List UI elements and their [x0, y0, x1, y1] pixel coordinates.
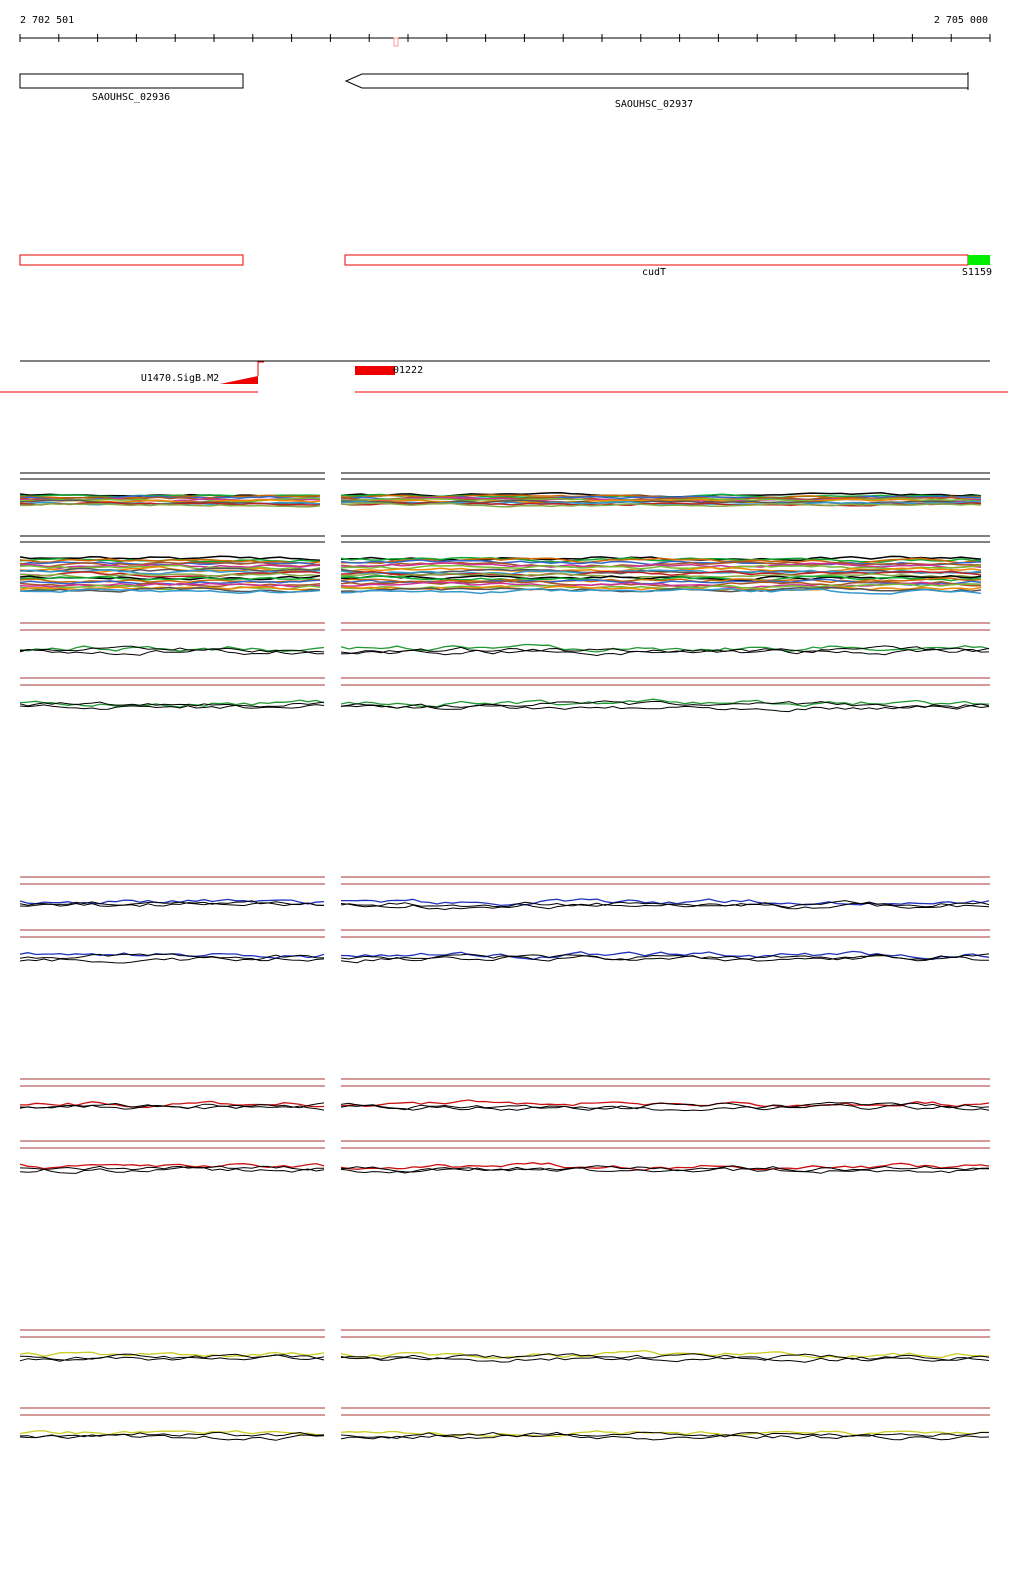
expression-traces: [19, 472, 990, 1441]
trace: [19, 901, 325, 907]
regulator-box: [355, 366, 395, 375]
trace: [19, 579, 321, 586]
trace: [340, 955, 989, 964]
trace: [19, 1433, 325, 1441]
trace: [19, 572, 321, 579]
trace: [19, 575, 321, 581]
trace: [19, 898, 325, 905]
trace: [19, 1351, 325, 1358]
trace: [340, 1101, 990, 1111]
trace: [19, 704, 325, 710]
trace: [19, 955, 325, 964]
motif: [257, 361, 264, 376]
trace: [340, 645, 990, 655]
trace: [340, 568, 982, 575]
trace: [340, 586, 982, 593]
feature-box: [968, 255, 990, 265]
trace: [19, 900, 325, 907]
trace: [19, 1100, 325, 1109]
gene-label: SAOUHSC_02937: [615, 99, 693, 110]
trace: [340, 698, 990, 708]
ruler-end: 2 705 000: [934, 15, 988, 26]
trace: [19, 1431, 325, 1439]
trace: [340, 700, 990, 709]
trace: [19, 558, 321, 565]
trace: [19, 1104, 325, 1111]
trace: [340, 564, 982, 571]
trace: [340, 953, 990, 961]
trace: [19, 569, 321, 575]
feature-label: cudT: [642, 267, 666, 278]
trace: [19, 555, 321, 562]
trace: [19, 1165, 324, 1171]
trace: [340, 575, 982, 583]
trace: [340, 502, 982, 508]
trace: [20, 502, 321, 508]
regulator-label: 01222: [393, 365, 423, 376]
trace: [340, 587, 982, 595]
feature-box: [19, 254, 244, 266]
trace: [19, 1166, 325, 1174]
trace: [19, 561, 321, 568]
trace: [19, 564, 321, 571]
trace: [340, 577, 982, 584]
trace: [340, 1103, 990, 1112]
trace: [340, 1165, 989, 1173]
trace: [340, 900, 990, 909]
trace: [340, 1431, 990, 1439]
motif: [220, 376, 258, 384]
trace: [340, 1353, 990, 1361]
trace: [340, 1166, 990, 1174]
trace: [19, 648, 325, 656]
ruler-cursor: [393, 37, 399, 47]
trace: [340, 1433, 990, 1441]
trace: [340, 583, 982, 590]
gene-arrow: [344, 73, 969, 89]
gene-box: [19, 73, 244, 89]
trace: [340, 562, 982, 569]
trace: [340, 647, 990, 657]
trace: [340, 1349, 990, 1359]
trace: [19, 645, 325, 653]
trace: [19, 588, 321, 594]
trace: [19, 1354, 325, 1362]
trace: [19, 1162, 325, 1170]
trace: [19, 953, 325, 962]
regulator-label: U1470.SigB.M2: [141, 373, 219, 384]
trace: [19, 1430, 325, 1436]
feature-box: [344, 254, 969, 266]
trace: [19, 570, 321, 578]
trace: [340, 1355, 990, 1363]
trace: [340, 703, 990, 713]
feature-label: S1159: [962, 267, 992, 278]
trace: [340, 902, 990, 911]
ruler-start: 2 702 501: [20, 15, 74, 26]
trace: [19, 701, 325, 708]
gene-label: SAOUHSC_02936: [92, 92, 170, 103]
trace: [340, 643, 990, 653]
